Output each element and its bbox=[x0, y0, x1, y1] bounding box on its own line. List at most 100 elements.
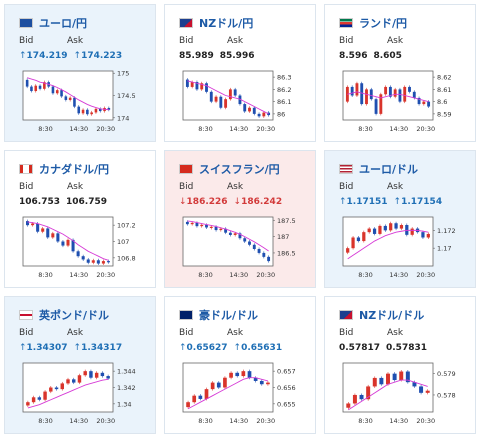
plot-area bbox=[22, 362, 114, 413]
candle bbox=[216, 382, 221, 388]
pair-title[interactable]: 豪ドル/ドル bbox=[199, 309, 259, 322]
candle bbox=[200, 83, 204, 90]
candle bbox=[394, 223, 398, 229]
candle bbox=[25, 79, 29, 87]
candle bbox=[378, 225, 382, 234]
ask-label: Ask bbox=[67, 182, 84, 192]
rate-card[interactable]: NZドル/ドル Bid Ask 0.57817 0.57831 0.579 0.578 8:3… bbox=[324, 296, 476, 434]
x-tick-label: 20:30 bbox=[256, 271, 275, 279]
candle bbox=[257, 249, 261, 253]
x-tick-label: 8:30 bbox=[198, 125, 213, 133]
rate-card[interactable]: 豪ドル/ドル Bid Ask ↑0.65627 ↑0.65631 0.657 0.656 0.… bbox=[164, 296, 316, 434]
candle bbox=[77, 375, 82, 383]
candle bbox=[56, 233, 60, 242]
pair-title[interactable]: カナダドル/円 bbox=[39, 163, 110, 176]
candle bbox=[362, 232, 366, 242]
mini-chart: 107.2 107 106.8 8:30 14:30 20:30 bbox=[19, 214, 141, 280]
candle bbox=[41, 228, 45, 232]
y-tick-label: 0.657 bbox=[277, 368, 296, 376]
candle bbox=[198, 395, 203, 399]
candle bbox=[36, 223, 40, 232]
candle bbox=[106, 261, 110, 263]
x-tick-label: 14:30 bbox=[389, 125, 408, 133]
candle bbox=[360, 83, 364, 105]
arrow-up-icon: ↑ bbox=[73, 343, 82, 353]
ask-value: ↑1.17154 bbox=[394, 197, 443, 207]
x-tick-label: 14:30 bbox=[69, 271, 88, 279]
rate-card[interactable]: 英ポンド/ドル Bid Ask ↑1.34307 ↑1.34317 1.344 1.342 1… bbox=[4, 296, 156, 434]
candle bbox=[46, 228, 50, 238]
candle bbox=[68, 97, 72, 100]
ask-label: Ask bbox=[387, 328, 404, 338]
x-tick-label: 20:30 bbox=[416, 271, 435, 279]
candle bbox=[31, 223, 35, 226]
bid-label: Bid bbox=[339, 328, 354, 338]
rate-card[interactable]: ユーロ/円 Bid Ask ↑174.219 ↑174.223 175 174.5 174 8:… bbox=[4, 4, 156, 142]
x-tick-label: 8:30 bbox=[198, 417, 213, 425]
candle bbox=[403, 86, 407, 102]
candle bbox=[243, 238, 247, 242]
candle bbox=[384, 86, 388, 95]
rate-card[interactable]: NZドル/円 Bid Ask 85.989 85.996 86.3 86.2 86.1 86 8:… bbox=[164, 4, 316, 142]
candle bbox=[392, 373, 397, 381]
rate-card[interactable]: スイスフラン/円 Bid Ask ↓186.226 ↓186.242 187.5 187 18… bbox=[164, 150, 316, 288]
rate-card[interactable]: ユーロ/ドル Bid Ask ↑1.17151 ↑1.17154 1.172 1.17 8:3… bbox=[324, 150, 476, 288]
ask-value: 8.605 bbox=[373, 51, 401, 61]
ask-value: 0.57831 bbox=[386, 343, 427, 353]
candle bbox=[205, 224, 208, 228]
y-tick-label: 106.8 bbox=[117, 254, 136, 262]
y-tick-label: 0.578 bbox=[437, 391, 456, 399]
candle bbox=[252, 107, 256, 114]
rate-card[interactable]: ランド/円 Bid Ask 8.596 8.605 8.62 8.61 8.6 8.59 8:30… bbox=[324, 4, 476, 142]
x-tick-label: 8:30 bbox=[358, 125, 373, 133]
flag-icon bbox=[19, 164, 33, 174]
card-header: スイスフラン/円 bbox=[179, 162, 280, 176]
x-tick-label: 20:30 bbox=[256, 125, 275, 133]
candle bbox=[51, 233, 55, 238]
candle bbox=[190, 222, 194, 225]
x-tick-label: 8:30 bbox=[198, 271, 213, 279]
pair-title[interactable]: 英ポンド/ドル bbox=[39, 309, 110, 322]
ask-label: Ask bbox=[227, 328, 244, 338]
candle bbox=[81, 256, 85, 260]
ask-value: 85.996 bbox=[220, 51, 255, 61]
candle bbox=[351, 237, 355, 249]
pair-title[interactable]: ユーロ/ドル bbox=[359, 163, 419, 176]
pair-title[interactable]: NZドル/ドル bbox=[359, 309, 425, 322]
candle bbox=[26, 221, 30, 226]
candle bbox=[66, 239, 70, 246]
candle bbox=[252, 244, 256, 250]
pair-title[interactable]: NZドル/円 bbox=[199, 17, 254, 30]
candle bbox=[405, 371, 410, 383]
pair-title[interactable]: ユーロ/円 bbox=[39, 17, 88, 30]
candle bbox=[228, 232, 232, 235]
x-tick-label: 14:30 bbox=[229, 125, 248, 133]
candle bbox=[86, 109, 89, 115]
flag-icon bbox=[339, 18, 353, 28]
candle bbox=[49, 387, 53, 392]
rate-card[interactable]: カナダドル/円 Bid Ask 106.753 106.759 107.2 107 106.8… bbox=[4, 150, 156, 288]
candle bbox=[34, 85, 38, 92]
x-tick-label: 20:30 bbox=[256, 417, 275, 425]
bid-value: 85.989 bbox=[179, 51, 214, 61]
candle bbox=[417, 97, 421, 105]
candle bbox=[383, 225, 387, 231]
candle bbox=[426, 233, 430, 238]
ask-label: Ask bbox=[227, 36, 244, 46]
candle bbox=[262, 252, 266, 257]
chart-svg: 8.62 8.61 8.6 8.59 8:30 14:30 20:30 bbox=[342, 70, 451, 133]
candle bbox=[204, 389, 209, 399]
candle bbox=[91, 260, 95, 263]
candle bbox=[90, 112, 93, 115]
pair-title[interactable]: スイスフラン/円 bbox=[199, 163, 280, 176]
ask-number: 186.242 bbox=[241, 197, 283, 207]
bid-value: ↑0.65627 bbox=[179, 343, 228, 353]
plot-area bbox=[182, 70, 274, 121]
mini-chart: 187.5 187 186.5 8:30 14:30 20:30 bbox=[179, 214, 301, 280]
flag-icon bbox=[179, 164, 193, 174]
moving-average-line bbox=[187, 80, 269, 115]
pair-title[interactable]: ランド/円 bbox=[359, 17, 408, 30]
candle bbox=[101, 261, 105, 264]
chart-svg: 1.344 1.342 1.34 8:30 14:30 20:30 bbox=[22, 362, 136, 425]
candle bbox=[419, 386, 424, 393]
